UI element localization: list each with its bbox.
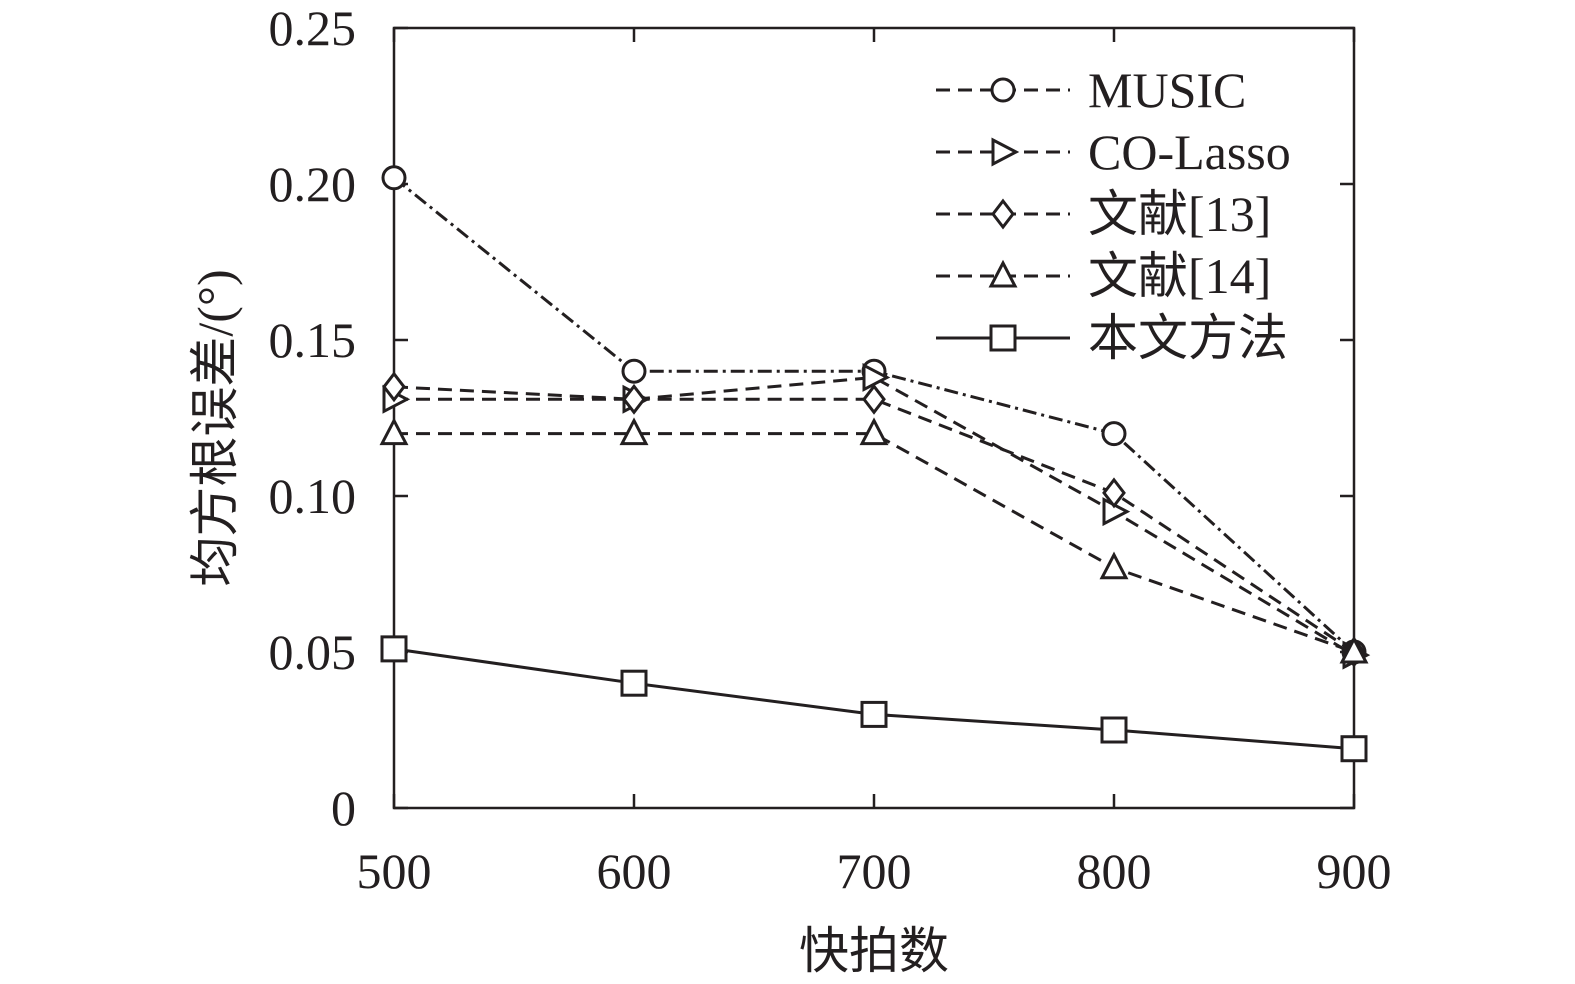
legend-marker [991, 137, 1020, 167]
y-tick-label: 0.05 [269, 624, 357, 680]
data-point [1100, 716, 1128, 744]
x-tick-label: 500 [357, 843, 432, 899]
x-tick-label: 800 [1077, 843, 1152, 899]
y-tick-label: 0.10 [269, 468, 357, 524]
data-point [1102, 477, 1126, 509]
series-line [393, 385, 1355, 654]
legend-marker [988, 259, 1018, 288]
x-tick-label: 700 [837, 843, 912, 899]
data-point [1340, 735, 1368, 763]
legend-label: 本文方法 [1088, 310, 1288, 366]
y-tick-label: 0.25 [269, 0, 357, 56]
data-point [382, 371, 406, 403]
y-tick-label: 0 [331, 780, 356, 836]
data-point [1339, 635, 1369, 664]
series-line [394, 432, 1355, 654]
axes: 0 0.05 0.10 0.15 0.20 0.25 500 600 700 800 900 快拍数 均… [187, 0, 1392, 979]
legend-marker [990, 77, 1016, 103]
data-point [379, 417, 409, 446]
data-point [860, 700, 888, 728]
legend-entry: CO-Lasso [936, 124, 1291, 180]
legend-label: 文献[13] [1088, 186, 1271, 242]
data-point [619, 417, 649, 446]
legend-marker [991, 198, 1015, 230]
series-line [393, 647, 1355, 751]
y-axis-title: 均方根误差/(°) [187, 269, 243, 586]
series-3 [379, 417, 1369, 664]
x-axis-title: 快拍数 [799, 923, 949, 979]
series-4 [380, 635, 1368, 763]
data-point [862, 362, 891, 392]
legend-entry: 文献[14] [936, 248, 1271, 304]
series-line [394, 375, 1355, 657]
data-point [621, 358, 647, 384]
x-tick-label: 600 [597, 843, 672, 899]
legend-marker [989, 324, 1017, 352]
legend-label: MUSIC [1088, 62, 1246, 118]
data-point [381, 165, 407, 191]
y-tick-label: 0.15 [269, 312, 357, 368]
data-point [380, 635, 408, 663]
data-point [620, 669, 648, 697]
x-tick-label: 900 [1317, 843, 1392, 899]
data-point [1099, 551, 1129, 580]
data-point [862, 383, 886, 415]
legend-entry: 文献[13] [936, 186, 1271, 242]
data-point [1101, 421, 1127, 447]
legend-entry: 本文方法 [936, 310, 1288, 366]
legend-label: 文献[14] [1088, 248, 1271, 304]
series-layer [379, 165, 1371, 763]
y-tick-label: 0.20 [269, 156, 357, 212]
data-point [622, 383, 646, 415]
data-point [859, 417, 889, 446]
legend-label: CO-Lasso [1088, 124, 1291, 180]
legend: MUSIC CO-Lasso 文献[13] 文献[14] 本文方法 [936, 62, 1291, 366]
legend-entry: MUSIC [936, 62, 1246, 118]
